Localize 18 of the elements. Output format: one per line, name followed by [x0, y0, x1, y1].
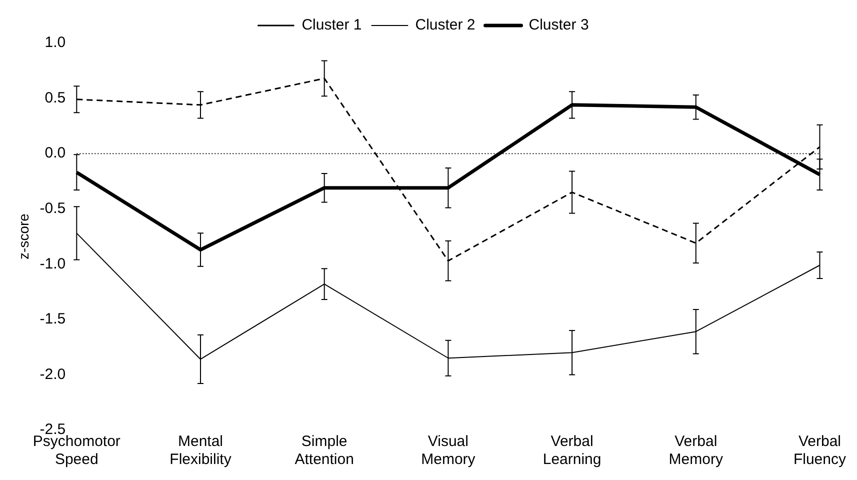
- y-tick-label: -0.5: [40, 200, 66, 217]
- x-tick-label: Verbal Learning: [542, 433, 602, 468]
- x-tick-label: Psychomotor Speed: [32, 433, 120, 468]
- legend-label: Cluster 2: [415, 16, 476, 34]
- x-tick-label: Simple Attention: [294, 433, 354, 468]
- x-tick-label: Mental Flexibility: [170, 433, 232, 468]
- x-tick-label: Visual Memory: [421, 433, 476, 468]
- legend-label: Cluster 3: [528, 16, 589, 34]
- y-tick-label: 1.0: [44, 34, 66, 52]
- y-tick-label: -2.0: [40, 366, 66, 383]
- x-tick-label: Verbal Memory: [668, 433, 724, 468]
- y-tick-label: 0.0: [44, 144, 66, 162]
- y-axis-title: z-score: [15, 213, 32, 260]
- legend-label: Cluster 1: [302, 16, 362, 34]
- y-tick-label: -1.0: [40, 255, 66, 272]
- y-tick-label: 0.5: [44, 89, 66, 106]
- x-tick-label: Verbal Fluency: [793, 433, 846, 468]
- y-tick-label: -1.5: [40, 310, 66, 328]
